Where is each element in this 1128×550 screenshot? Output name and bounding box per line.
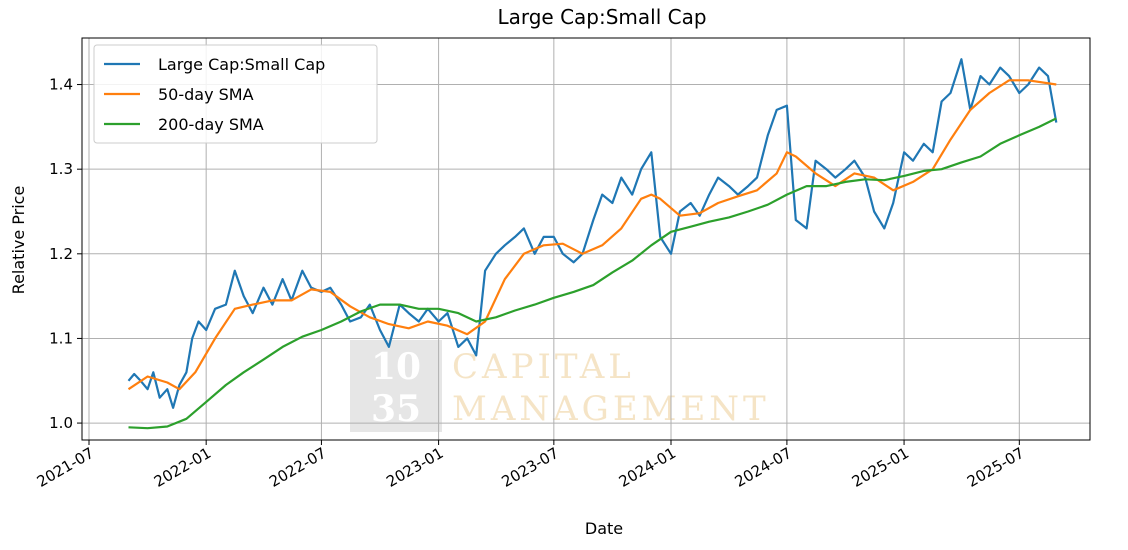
- series-line-2: [127, 79, 1057, 391]
- legend-label: Large Cap:Small Cap: [158, 55, 325, 74]
- chart-title: Large Cap:Small Cap: [497, 5, 706, 29]
- watermark-box: [350, 340, 442, 432]
- y-tick-label: 1.3: [49, 160, 73, 178]
- y-tick-label: 1.2: [49, 245, 73, 263]
- legend-box: [93, 44, 378, 144]
- x-tick-label: 2024-07: [732, 444, 795, 491]
- legend-label: 200-day SMA: [158, 115, 264, 134]
- x-tick-label: 2024-01: [616, 444, 679, 491]
- y-axis-label: Relative Price: [9, 186, 28, 295]
- grid: [82, 38, 1090, 440]
- legend: Large Cap:Small Cap 50-day SMA 200-day SMA: [93, 44, 378, 144]
- y-axis-ticks: 1.0 1.1 1.2 1.3 1.4: [49, 76, 82, 432]
- y-tick-label: 1.0: [49, 414, 73, 432]
- x-axis-ticks: 2021-07 2022-01 2022-07 2023-01 2023-07 2024-…: [34, 440, 1027, 491]
- y-tick-label: 1.4: [49, 76, 73, 94]
- x-tick-label: 2025-01: [849, 444, 912, 491]
- series-line-3: [128, 117, 1057, 430]
- x-tick-label: 2025-07: [964, 444, 1027, 491]
- series-lines: [127, 58, 1058, 430]
- x-tick-label: 2022-01: [151, 444, 214, 491]
- x-tick-label: 2023-07: [499, 444, 562, 491]
- x-tick-label: 2023-01: [383, 444, 446, 491]
- watermark-word: CAPITAL: [452, 347, 635, 387]
- x-axis-label: Date: [585, 519, 623, 538]
- x-tick-label: 2021-07: [34, 444, 97, 491]
- series-line-1: [127, 58, 1058, 409]
- watermark-word: MANAGEMENT: [452, 389, 770, 429]
- watermark-number: 10: [371, 346, 421, 388]
- y-tick-label: 1.1: [49, 329, 73, 347]
- watermark-number: 35: [371, 388, 421, 430]
- legend-label: 50-day SMA: [158, 85, 254, 104]
- x-tick-label: 2022-07: [266, 444, 329, 491]
- plot-frame: [81, 37, 1091, 441]
